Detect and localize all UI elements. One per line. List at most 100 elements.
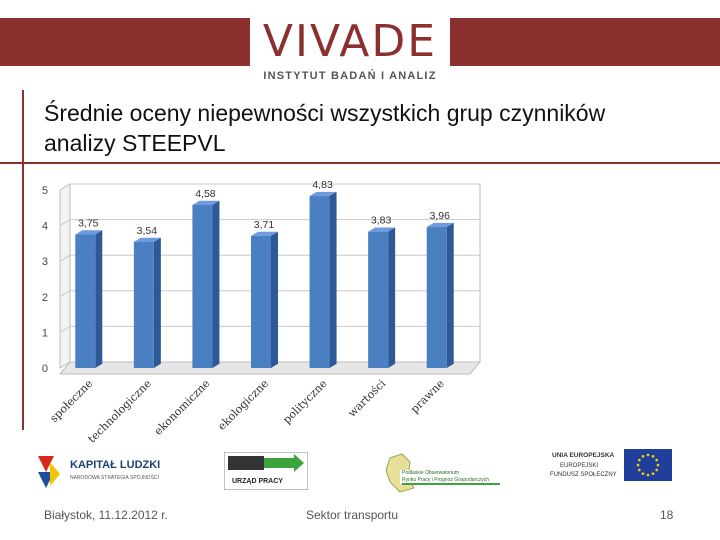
bar-side bbox=[95, 230, 103, 368]
x-tick-label: prawne bbox=[408, 377, 447, 416]
page-number: 18 bbox=[660, 508, 674, 522]
up-arrow-icon bbox=[264, 454, 304, 472]
value-label: 3,54 bbox=[137, 225, 158, 237]
kl-yellow-shape bbox=[50, 462, 60, 486]
up-dark-block bbox=[228, 456, 264, 470]
grid-line-side bbox=[59, 183, 71, 191]
bar-front bbox=[426, 227, 447, 368]
value-label: 3,75 bbox=[78, 218, 99, 230]
eu-logo: UNIA EUROPEJSKA EUROPEJSKI FUNDUSZ SPOŁE… bbox=[550, 449, 672, 481]
bar-top bbox=[368, 227, 396, 232]
x-tick-label: społeczne bbox=[47, 377, 95, 425]
bar-front bbox=[192, 204, 213, 368]
bar-top bbox=[426, 222, 454, 228]
brand-logo: VIVADE bbox=[262, 16, 438, 67]
obs-line2: Rynku Pracy i Prognoz Gospodarczych bbox=[402, 477, 489, 483]
eu-line3: FUNDUSZ SPOŁECZNY bbox=[550, 472, 617, 478]
slide-title: Średnie oceny niepewności wszystkich gru… bbox=[44, 98, 704, 158]
slide-title-line1: Średnie oceny niepewności wszystkich gru… bbox=[44, 100, 606, 126]
bar-side bbox=[271, 231, 278, 368]
slide-title-line2: analizy STEEPVL bbox=[44, 130, 226, 156]
y-tick-label: 2 bbox=[42, 292, 48, 304]
obs-line1: Podlaskie Obserwatorium bbox=[402, 470, 459, 476]
left-accent-line bbox=[22, 90, 24, 430]
x-tick-label: technologiczne bbox=[85, 377, 154, 446]
brand-subtitle: INSTYTUT BADAŃ I ANALIZ bbox=[263, 70, 437, 82]
bar-top bbox=[309, 191, 337, 197]
up-label: URZĄD PRACY bbox=[232, 478, 283, 485]
y-tick-label: 5 bbox=[42, 185, 48, 197]
footer-center: Sektor transportu bbox=[306, 508, 399, 522]
eu-star bbox=[655, 468, 658, 472]
value-label: 3,71 bbox=[254, 219, 275, 231]
eu-star bbox=[638, 468, 641, 472]
bar-chart: 0 1 2 3 4 5 3,75 3,54 4,58 3,71 4,83 3,83 3,96 społ… bbox=[42, 179, 482, 446]
grid-line-side bbox=[59, 219, 71, 227]
y-tick-label: 1 bbox=[42, 327, 48, 339]
x-tick-label: ekologiczne bbox=[215, 377, 271, 433]
grid-line-side bbox=[59, 254, 71, 262]
grid-line-side bbox=[59, 290, 71, 298]
bar-top bbox=[133, 237, 161, 242]
eu-star bbox=[646, 473, 650, 477]
value-label: 3,83 bbox=[371, 215, 392, 227]
y-tick-label: 3 bbox=[42, 256, 48, 268]
eu-star bbox=[646, 453, 650, 457]
bar-side bbox=[446, 222, 454, 368]
bar-top bbox=[75, 230, 103, 235]
obserwatorium-logo: Podlaskie Obserwatorium Rynku Pracy i Pr… bbox=[385, 453, 500, 493]
eu-star bbox=[636, 463, 640, 467]
value-label: 4,58 bbox=[195, 188, 216, 200]
kl-red-shape bbox=[38, 456, 54, 472]
bars bbox=[75, 191, 454, 368]
bar bbox=[426, 222, 454, 368]
footer-date: Białystok, 11.12.2012 r. bbox=[44, 508, 168, 522]
x-tick-label: wartości bbox=[345, 377, 388, 420]
kl-subtitle: NARODOWA STRATEGIA SPÓJNOŚCI bbox=[70, 473, 159, 481]
bar-side bbox=[388, 227, 396, 368]
bar-side bbox=[153, 237, 161, 368]
bar-front bbox=[75, 234, 96, 368]
bar-front bbox=[133, 241, 154, 368]
bar-front bbox=[309, 196, 330, 368]
bar-side bbox=[212, 200, 220, 368]
eu-star bbox=[641, 455, 645, 458]
eu-line1: UNIA EUROPEJSKA bbox=[552, 452, 615, 459]
plot-left-wall bbox=[59, 183, 71, 369]
x-tick-label: polityczne bbox=[280, 377, 329, 426]
urzad-pracy-logo: URZĄD PRACY bbox=[224, 452, 308, 490]
eu-star bbox=[651, 455, 655, 458]
bar-front bbox=[251, 235, 271, 368]
x-tick-label: ekonomiczne bbox=[152, 377, 213, 438]
y-tick-label: 0 bbox=[42, 363, 48, 375]
value-labels: 3,75 3,54 4,58 3,71 4,83 3,83 3,96 bbox=[78, 179, 450, 237]
bar bbox=[75, 230, 103, 368]
brand-box bbox=[250, 6, 450, 80]
bar-top bbox=[251, 231, 278, 236]
y-axis-ticks: 0 1 2 3 4 5 bbox=[42, 185, 48, 375]
eu-star bbox=[656, 463, 660, 467]
bar-front bbox=[368, 231, 389, 368]
bar-side bbox=[329, 191, 337, 368]
kapital-ludzki-logo: KAPITAŁ LUDZKI NARODOWA STRATEGIA SPÓJNO… bbox=[38, 456, 160, 488]
bar bbox=[309, 191, 337, 368]
eu-star bbox=[638, 458, 641, 462]
bar bbox=[192, 200, 220, 368]
value-label: 4,83 bbox=[312, 179, 333, 191]
bar bbox=[251, 231, 278, 368]
y-tick-label: 4 bbox=[42, 221, 48, 233]
eu-star bbox=[655, 458, 658, 462]
title-rule bbox=[0, 162, 720, 164]
bar bbox=[133, 237, 161, 368]
grid-line-side bbox=[59, 325, 71, 333]
obs-text-bg bbox=[400, 470, 500, 484]
eu-line2: EUROPEJSKI bbox=[560, 463, 598, 469]
bar-top bbox=[192, 200, 220, 205]
bar bbox=[368, 227, 396, 368]
kl-title: KAPITAŁ LUDZKI bbox=[70, 459, 160, 471]
eu-stars-icon bbox=[636, 453, 660, 477]
eu-star bbox=[651, 472, 655, 475]
eu-star bbox=[641, 472, 645, 475]
value-label: 3,96 bbox=[429, 210, 450, 222]
